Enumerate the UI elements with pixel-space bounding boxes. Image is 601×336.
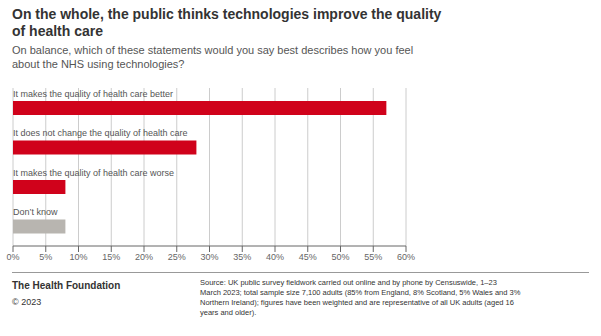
svg-text:0%: 0%	[8, 252, 20, 262]
svg-text:30%: 30%	[200, 252, 218, 262]
svg-text:It makes the quality of health: It makes the quality of health care wors…	[13, 168, 174, 178]
svg-text:45%: 45%	[299, 252, 317, 262]
svg-text:It does not change the quality: It does not change the quality of health…	[13, 128, 188, 138]
svg-text:It makes the quality of health: It makes the quality of health care bett…	[13, 89, 173, 99]
svg-text:25%: 25%	[168, 252, 186, 262]
html-text:The Health Foundation: The Health Foundation	[12, 280, 121, 291]
html-text:Source: UK public survey field: Source: UK public survey fieldwork carri…	[200, 278, 521, 318]
svg-text:5%: 5%	[39, 252, 52, 262]
svg-text:35%: 35%	[233, 252, 251, 262]
svg-text:Don’t know: Don’t know	[13, 207, 58, 217]
svg-text:15%: 15%	[102, 252, 120, 262]
svg-text:50%: 50%	[331, 252, 349, 262]
svg-text:60%: 60%	[397, 252, 415, 262]
svg-text:40%: 40%	[266, 252, 284, 262]
html-text:On the whole, the public think: On the whole, the public thinks technolo…	[12, 6, 442, 39]
html-text:© 2023: © 2023	[12, 297, 42, 307]
svg-text:55%: 55%	[364, 252, 382, 262]
svg-text:20%: 20%	[135, 252, 153, 262]
svg-text:10%: 10%	[69, 252, 87, 262]
html-text:On balance, which of these sta: On balance, which of these statements wo…	[12, 44, 414, 70]
